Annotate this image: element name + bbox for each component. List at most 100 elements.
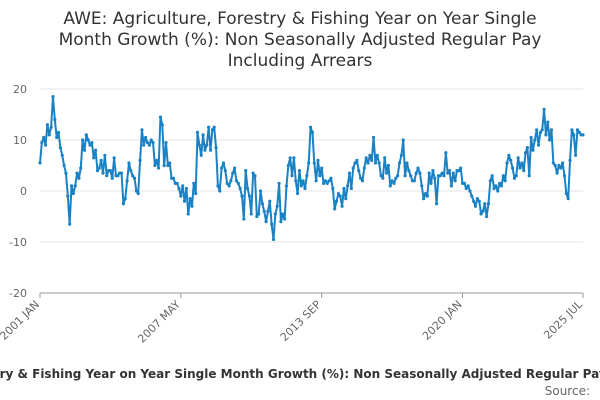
data-point[interactable] [342,186,346,191]
data-point[interactable] [297,169,302,173]
data-point[interactable] [105,174,109,178]
data-point[interactable] [498,181,502,185]
data-point[interactable] [236,181,240,185]
data-point[interactable] [260,202,264,206]
data-point[interactable] [520,161,524,165]
data-point[interactable] [75,171,79,175]
data-point[interactable] [132,176,137,180]
data-point[interactable] [514,174,518,178]
data-point[interactable] [84,133,88,137]
data-point[interactable] [442,174,446,178]
data-point[interactable] [131,174,135,178]
data-point[interactable] [383,156,387,160]
data-point[interactable] [58,146,62,150]
data-point[interactable] [485,214,489,219]
data-point[interactable] [251,171,255,175]
data-point[interactable] [225,181,229,185]
data-point[interactable] [405,161,409,165]
data-point[interactable] [290,174,294,178]
data-point[interactable] [307,161,311,165]
data-point[interactable] [43,143,48,147]
data-point[interactable] [71,191,75,196]
data-point[interactable] [429,181,433,185]
data-point[interactable] [281,212,285,216]
data-point[interactable] [440,171,444,175]
data-point[interactable] [77,176,81,180]
data-point[interactable] [205,143,209,147]
data-point[interactable] [475,197,479,201]
data-point[interactable] [210,128,214,132]
data-point[interactable] [73,184,77,188]
data-point[interactable] [494,184,498,188]
data-point[interactable] [446,171,450,175]
data-point[interactable] [483,202,487,206]
data-point[interactable] [479,212,483,216]
data-point[interactable] [140,128,144,132]
data-point[interactable] [162,163,166,168]
data-point[interactable] [394,176,398,180]
data-point[interactable] [177,186,181,191]
data-point[interactable] [423,191,428,196]
data-point[interactable] [79,166,83,170]
data-point[interactable] [562,174,567,178]
data-point[interactable] [564,191,568,196]
data-point[interactable] [507,153,511,157]
data-point[interactable] [360,179,365,183]
data-point[interactable] [473,204,478,208]
data-point[interactable] [171,176,176,180]
data-point[interactable] [277,181,281,185]
data-point[interactable] [47,133,51,137]
data-point[interactable] [214,146,218,150]
data-point[interactable] [538,130,542,134]
data-point[interactable] [82,148,87,152]
data-point[interactable] [242,217,246,221]
data-point[interactable] [316,158,320,162]
data-point[interactable] [464,186,468,191]
data-point[interactable] [486,202,491,206]
data-point[interactable] [99,158,103,162]
data-point[interactable] [540,128,544,132]
data-point[interactable] [451,171,455,175]
data-point[interactable] [286,163,290,168]
data-point[interactable] [488,179,492,183]
data-point[interactable] [249,212,253,216]
data-point[interactable] [516,156,520,160]
data-point[interactable] [362,166,366,170]
data-point[interactable] [551,161,555,165]
data-point[interactable] [351,166,355,170]
legend-label[interactable]: Agriculture, Forestry & Fishing Year on … [0,367,600,381]
data-point[interactable] [344,197,348,201]
data-point[interactable] [305,174,309,178]
data-point[interactable] [331,186,335,191]
data-point[interactable] [453,179,457,183]
data-point[interactable] [338,194,342,198]
data-point[interactable] [340,204,344,208]
data-point[interactable] [314,179,318,183]
data-point[interactable] [433,176,437,180]
data-point[interactable] [103,153,107,157]
data-point[interactable] [151,140,155,145]
data-point[interactable] [336,191,340,196]
data-point[interactable] [123,197,127,201]
data-point[interactable] [444,151,448,155]
data-point[interactable] [94,148,98,152]
data-point[interactable] [186,212,190,216]
data-point[interactable] [149,138,153,142]
data-point[interactable] [175,181,179,185]
data-point[interactable] [557,163,561,168]
data-point[interactable] [275,204,279,208]
data-point[interactable] [38,161,42,165]
data-point[interactable] [56,130,61,134]
data-point[interactable] [271,237,276,242]
data-point[interactable] [327,179,331,183]
data-point[interactable] [375,153,379,157]
data-point[interactable] [247,194,252,198]
data-point[interactable] [512,176,517,180]
data-point[interactable] [53,118,57,122]
data-point[interactable] [112,156,116,160]
data-point[interactable] [505,161,509,165]
data-point[interactable] [127,161,131,165]
data-point[interactable] [258,189,263,193]
data-point[interactable] [368,153,372,157]
data-point[interactable] [232,166,237,170]
